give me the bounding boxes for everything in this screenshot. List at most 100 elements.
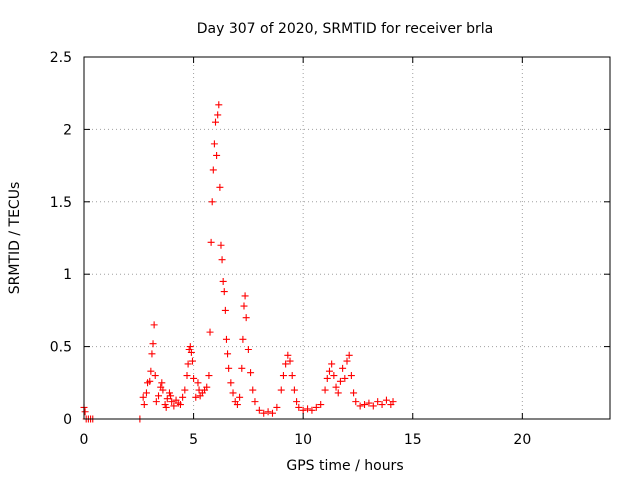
data-point <box>343 357 351 365</box>
data-point <box>181 386 189 394</box>
data-point <box>240 302 248 310</box>
data-point <box>205 372 213 380</box>
data-point <box>163 395 171 403</box>
data-point <box>159 386 167 394</box>
data-point <box>317 401 325 409</box>
data-point <box>247 369 255 377</box>
data-point <box>299 406 307 414</box>
data-point <box>179 393 187 401</box>
data-point <box>176 401 184 409</box>
data-point <box>155 392 163 400</box>
data-point <box>221 306 229 314</box>
data-point <box>290 386 298 394</box>
y-axis-label: SRMTID / TECUs <box>7 182 23 295</box>
data-point <box>219 277 227 285</box>
data-point <box>378 401 386 409</box>
data-point <box>161 401 169 409</box>
data-point <box>233 401 241 409</box>
data-point <box>218 256 226 264</box>
data-point <box>224 350 232 358</box>
data-point <box>352 398 360 406</box>
data-point <box>282 360 290 368</box>
data-point <box>369 402 377 410</box>
x-tick-label: 10 <box>294 432 312 448</box>
data-point <box>255 406 263 414</box>
data-point <box>194 379 202 387</box>
data-point <box>225 364 233 372</box>
data-point <box>242 314 250 322</box>
chart-title: Day 307 of 2020, SRMTID for receiver brl… <box>197 21 494 37</box>
data-point <box>238 364 246 372</box>
data-point <box>167 392 175 400</box>
data-point <box>334 389 342 397</box>
data-point <box>293 398 301 406</box>
data-point <box>325 367 333 375</box>
data-point <box>220 288 228 296</box>
data-point <box>251 398 259 406</box>
data-point <box>279 372 287 380</box>
data-point <box>249 386 257 394</box>
data-point <box>188 357 196 365</box>
data-point <box>361 401 369 409</box>
data-point <box>216 183 224 191</box>
data-point <box>365 399 373 407</box>
data-point <box>208 198 216 206</box>
data-point <box>81 408 89 416</box>
data-point <box>312 403 320 411</box>
data-point <box>187 348 195 356</box>
data-point <box>347 372 355 380</box>
data-point <box>148 350 156 358</box>
data-point <box>330 372 338 380</box>
y-tick-label: 2 <box>63 122 72 138</box>
data-point <box>295 403 303 411</box>
data-point <box>356 402 364 410</box>
data-point <box>222 335 230 343</box>
data-point <box>162 403 170 411</box>
data-point <box>207 238 215 246</box>
data-point <box>277 386 285 394</box>
y-tick-label: 2.5 <box>50 50 72 66</box>
data-point <box>192 393 200 401</box>
grid-layer <box>84 57 610 419</box>
data-point <box>239 335 247 343</box>
y-tick-label: 0.5 <box>50 340 72 356</box>
data-point <box>374 398 382 406</box>
data-point <box>149 340 157 348</box>
data-point <box>183 372 191 380</box>
data-point <box>190 374 198 382</box>
y-tick-label: 1 <box>63 267 72 283</box>
data-point <box>286 357 294 365</box>
data-point <box>151 372 159 380</box>
data-point <box>264 408 272 416</box>
data-point <box>213 151 221 159</box>
data-point <box>214 111 222 119</box>
data-point <box>328 360 336 368</box>
data-point <box>203 383 211 391</box>
data-point <box>146 377 154 385</box>
data-point <box>142 389 150 397</box>
data-point <box>268 409 276 417</box>
data-point <box>158 379 166 387</box>
y-tick-label: 1.5 <box>50 195 72 211</box>
data-point <box>215 101 223 109</box>
tick-layer: 0 0.5 1 1.5 2 2.5 0 5 10 15 20 <box>50 50 610 448</box>
x-tick-label: 5 <box>189 432 198 448</box>
data-point <box>170 402 178 410</box>
data-point <box>152 398 160 406</box>
x-tick-label: 15 <box>404 432 422 448</box>
data-point <box>184 360 192 368</box>
data-point <box>336 377 344 385</box>
data-point <box>382 396 390 404</box>
data-point <box>345 351 353 359</box>
data-point <box>288 372 296 380</box>
data-point <box>186 343 194 351</box>
data-point <box>389 398 397 406</box>
data-point <box>168 398 176 406</box>
data-points <box>80 101 397 423</box>
data-point <box>304 405 312 413</box>
data-point <box>147 367 155 375</box>
data-point <box>308 406 316 414</box>
data-point <box>321 386 329 394</box>
data-point <box>244 345 252 353</box>
